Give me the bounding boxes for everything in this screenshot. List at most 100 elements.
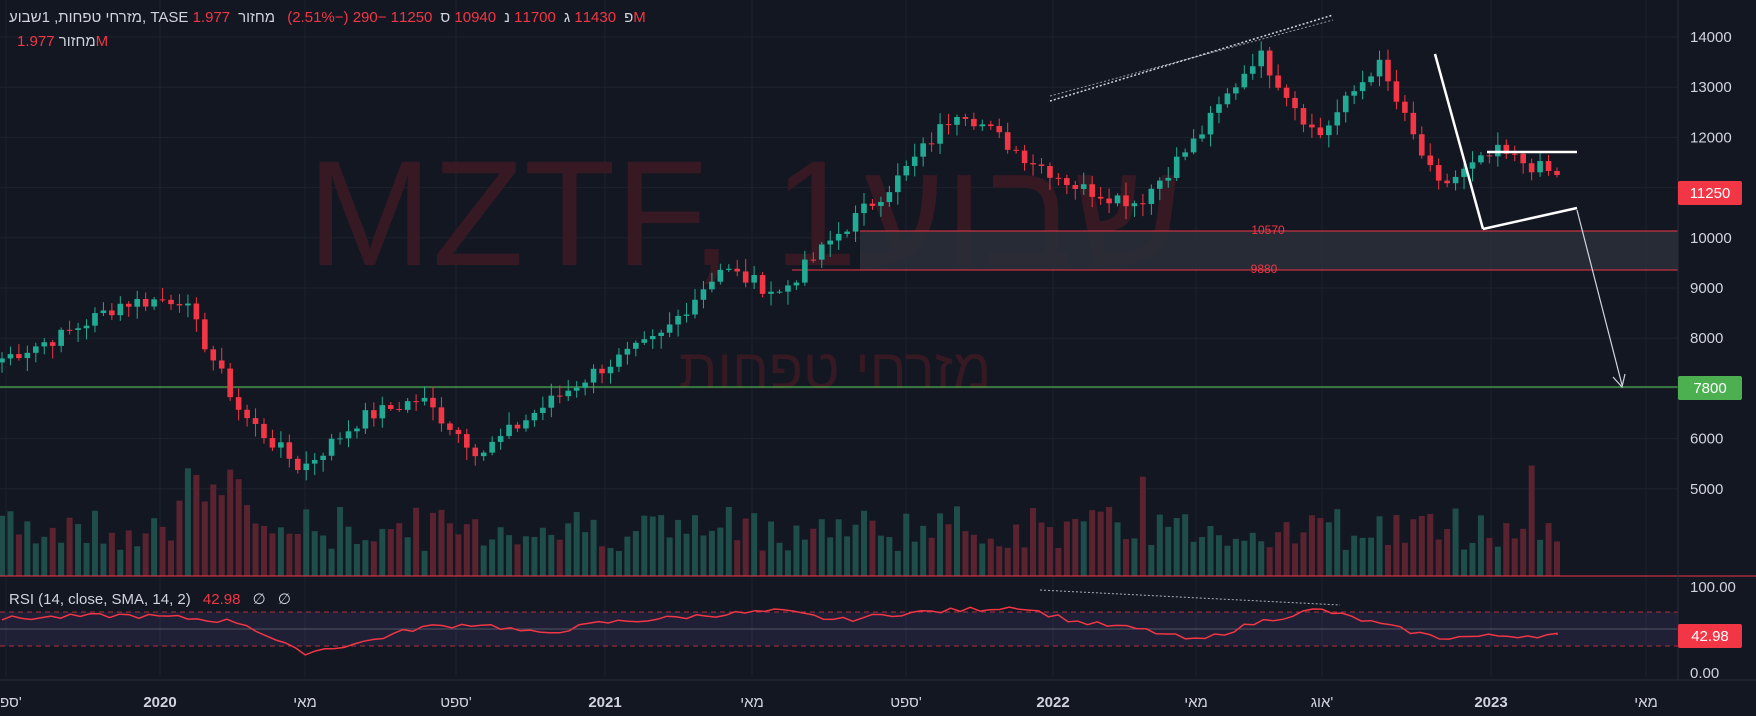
candle-body (1089, 184, 1095, 197)
volume-bar (1148, 544, 1155, 576)
candle-body (66, 329, 73, 331)
volume-bar (176, 500, 183, 576)
candle-body (489, 441, 495, 453)
volume-bar (1131, 538, 1138, 576)
candle-body (548, 395, 555, 408)
trendline-dotted-top-2[interactable] (1049, 19, 1334, 97)
volume-bar (66, 517, 73, 576)
volume-bar (49, 527, 56, 576)
candle-body (1503, 144, 1510, 154)
symbol-name[interactable]: מזרחי טפחות, 1שבוע, TASE (9, 9, 189, 26)
volume-bar (1494, 546, 1501, 576)
volume-bar (7, 511, 14, 576)
candle-body (1013, 149, 1019, 151)
volume-value: 1.977M (192, 9, 646, 26)
volume-bar (303, 509, 310, 576)
candle-body (920, 143, 926, 157)
volume-bar (1013, 524, 1020, 576)
symbol-legend[interactable]: מזרחי טפחות, 1שבוע, TASE פ 11430 ג 11700 נ… (9, 9, 646, 26)
candle-body (742, 271, 749, 283)
candle-body (117, 303, 124, 316)
volume-bar (784, 550, 791, 576)
volume-bar (1300, 532, 1307, 576)
candle-body (1402, 101, 1408, 113)
candle-body (1427, 155, 1434, 166)
volume-bar (818, 519, 825, 576)
volume-bar (362, 540, 369, 576)
change-value: −290 (−2.51%) (287, 9, 387, 26)
candle-body (1097, 196, 1104, 199)
candle-body (252, 418, 259, 424)
candle-body (134, 298, 141, 307)
candle-body (1342, 95, 1349, 113)
volume-bar (945, 524, 952, 576)
candle-body (337, 438, 343, 440)
volume-bars (0, 465, 1560, 576)
candle-body (345, 431, 352, 439)
volume-bar (844, 536, 851, 576)
time-axis-label: מאי (293, 694, 317, 711)
candle-body (1114, 195, 1121, 204)
candle-body (649, 336, 656, 340)
volume-bar (201, 501, 208, 576)
time-axis-label: מאי (1634, 694, 1658, 711)
candle-body (413, 401, 419, 403)
candle-body (903, 165, 910, 176)
volume-bar (996, 546, 1003, 576)
volume-bar (269, 533, 276, 576)
volume-bar (1199, 537, 1206, 576)
candle-body (303, 463, 310, 471)
candle-body (1511, 153, 1518, 155)
volume-bar (1376, 516, 1383, 576)
candle-body (168, 299, 174, 305)
volume-bar (768, 521, 775, 576)
volume-bar (134, 546, 141, 576)
trendline-dotted-top[interactable] (1049, 14, 1334, 102)
flag-bottom-line[interactable] (1482, 206, 1578, 231)
volume-bar (489, 539, 496, 576)
projection-arrow-line[interactable] (1576, 209, 1623, 386)
volume-legend[interactable]: מחזור 1.977M (9, 33, 108, 50)
candle-body (472, 447, 479, 457)
time-axis[interactable]: ספט' 2020 מאי ספט' 2021 מאי ספט' 2022 מאי אוג' 202… (0, 694, 1658, 711)
volume-bar (1030, 508, 1037, 576)
candle-body (1241, 73, 1248, 88)
rsi-line[interactable] (1, 606, 1558, 656)
candle-body (1326, 125, 1332, 136)
volume-bar (1292, 543, 1299, 576)
volume-bar (142, 533, 149, 576)
volume-bar (463, 524, 470, 576)
candle-body (700, 289, 707, 300)
volume-bar (658, 515, 665, 576)
candle-body (683, 314, 690, 316)
candle-body (1317, 127, 1324, 136)
candle-body (387, 405, 394, 409)
close-label: ס (440, 9, 451, 26)
candle-body (1199, 134, 1205, 139)
volume-bar (641, 515, 648, 576)
candle-body (1376, 59, 1383, 77)
time-axis-label: 2020 (143, 694, 176, 711)
flag-pole-line[interactable] (1433, 53, 1485, 230)
candle-body (438, 407, 445, 424)
price-axis-tick: 13000 (1690, 79, 1732, 96)
volume-legend-label: מחזור (58, 33, 96, 50)
rsi-legend[interactable]: RSI (14, close, SMA, 14, 2) 42.98 ∅ ∅ (9, 590, 291, 608)
candle-body (1233, 87, 1239, 94)
candle-body (666, 324, 673, 333)
candle-body (1478, 155, 1484, 163)
price-axis-tick: 8000 (1690, 330, 1723, 347)
volume-bar (877, 535, 884, 576)
candle-body (404, 401, 411, 410)
volume-bar (539, 527, 546, 576)
candle-body (1224, 93, 1231, 105)
volume-bar (1325, 522, 1332, 576)
volume-bar (1368, 537, 1375, 576)
candle-body (869, 203, 876, 206)
volume-bar (455, 534, 462, 576)
candle-body (0, 358, 5, 363)
volume-bar (1266, 547, 1273, 576)
candle-body (125, 303, 132, 307)
